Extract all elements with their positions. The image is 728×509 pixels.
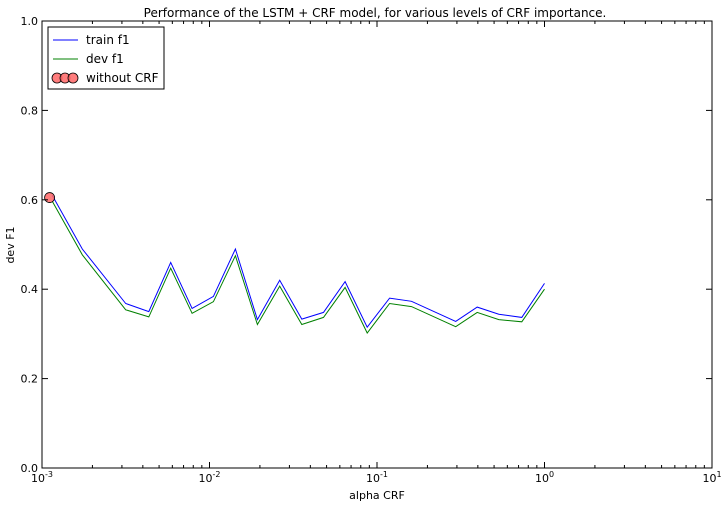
y-tick-label: 0.0 <box>21 462 39 475</box>
series-line-dev-f1 <box>51 200 545 334</box>
plot-lines <box>44 192 545 334</box>
y-axis: 0.0 0.2 0.4 0.6 0.8 1.0 <box>21 15 712 475</box>
y-axis-label: dev F1 <box>4 226 17 263</box>
y-tick-label: 0.6 <box>21 194 39 207</box>
legend-label: without CRF <box>86 71 159 85</box>
without-crf-point <box>44 192 55 203</box>
y-tick-label: 0.8 <box>21 104 39 117</box>
chart-title: Performance of the LSTM + CRF model, for… <box>144 6 607 20</box>
legend: train f1 dev f1 without CRF <box>47 26 165 90</box>
x-tick-label: 101 <box>702 470 721 485</box>
y-tick-label: 0.2 <box>21 373 39 386</box>
x-tick-label: 10-1 <box>366 470 388 485</box>
series-line-train-f1 <box>51 195 545 329</box>
x-axis-label: alpha CRF <box>349 489 405 502</box>
x-axis: 10-3 10-2 10-1 100 101 <box>31 21 722 485</box>
y-tick-label: 0.4 <box>21 283 39 296</box>
y-tick-label: 1.0 <box>21 15 39 28</box>
legend-label: dev f1 <box>86 52 124 66</box>
legend-marker <box>67 72 79 84</box>
x-tick-label: 10-2 <box>199 470 221 485</box>
x-tick-label: 10-3 <box>31 470 53 485</box>
legend-label: train f1 <box>86 33 130 47</box>
x-tick-label: 100 <box>535 470 554 485</box>
